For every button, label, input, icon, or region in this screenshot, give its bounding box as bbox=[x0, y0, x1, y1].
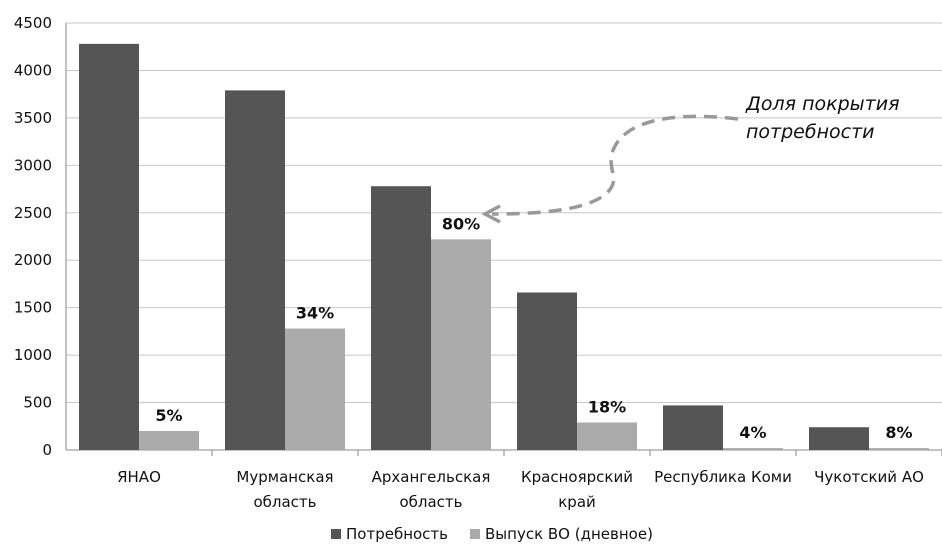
bar-output bbox=[869, 448, 929, 450]
bar-demand bbox=[79, 43, 139, 451]
legend-swatch bbox=[331, 529, 341, 539]
category-label: Мурманская bbox=[236, 468, 333, 486]
annotation: Доля покрытия потребности bbox=[481, 93, 900, 224]
y-tick-label: 1000 bbox=[14, 346, 52, 364]
category-label: край bbox=[558, 493, 596, 511]
y-tick-label: 4500 bbox=[14, 14, 52, 32]
y-tick-label: 500 bbox=[23, 394, 52, 412]
bar-output bbox=[723, 448, 783, 450]
annotation-line-1: Доля покрытия bbox=[745, 93, 900, 115]
bars bbox=[79, 43, 929, 451]
category-label: Чукотский АО bbox=[814, 468, 924, 486]
category-label: область bbox=[253, 493, 316, 511]
legend-label: Выпуск ВО (дневное) bbox=[485, 525, 653, 543]
bar-demand bbox=[517, 292, 577, 450]
bar-demand bbox=[225, 90, 285, 451]
bar-output bbox=[577, 422, 637, 450]
y-tick-label: 3500 bbox=[14, 109, 52, 127]
y-axis-ticks: 0 500 1000 1500 2000 2500 3000 3500 4000 4500 bbox=[14, 14, 52, 459]
data-label: 34% bbox=[296, 304, 334, 323]
legend-label: Потребность bbox=[346, 525, 448, 543]
data-label: 18% bbox=[588, 397, 626, 416]
category-labels: ЯНАО Мурманская область Архангельская област… bbox=[117, 468, 924, 511]
grid-lines bbox=[65, 22, 942, 456]
bar-output bbox=[139, 431, 199, 450]
y-tick-label: 0 bbox=[42, 441, 52, 459]
category-label: область bbox=[399, 493, 462, 511]
annotation-line-2: потребности bbox=[746, 121, 875, 143]
legend: Потребность Выпуск ВО (дневное) bbox=[331, 525, 653, 543]
data-label: 5% bbox=[155, 406, 182, 425]
y-tick-label: 2500 bbox=[14, 204, 52, 222]
y-tick-label: 3000 bbox=[14, 156, 52, 174]
data-label: 80% bbox=[442, 214, 480, 233]
annotation-arrowhead bbox=[481, 204, 501, 224]
data-label: 4% bbox=[739, 423, 766, 442]
bar-output bbox=[285, 328, 345, 450]
y-tick-label: 1500 bbox=[14, 299, 52, 317]
category-label: Республика Коми bbox=[654, 468, 792, 486]
data-labels: 5% 34% 80% 18% 4% 8% bbox=[155, 214, 912, 442]
y-tick-label: 4000 bbox=[14, 61, 52, 79]
data-label: 8% bbox=[885, 423, 912, 442]
annotation-arrow bbox=[491, 114, 739, 216]
bar-output bbox=[431, 239, 491, 450]
category-label: ЯНАО bbox=[117, 468, 161, 486]
y-tick-label: 2000 bbox=[14, 251, 52, 269]
legend-swatch bbox=[470, 529, 480, 539]
bar-demand bbox=[809, 427, 869, 450]
bar-demand bbox=[663, 405, 723, 450]
category-label: Красноярский bbox=[521, 468, 633, 486]
category-label: Архангельская bbox=[372, 468, 491, 486]
bar-demand bbox=[371, 186, 431, 450]
